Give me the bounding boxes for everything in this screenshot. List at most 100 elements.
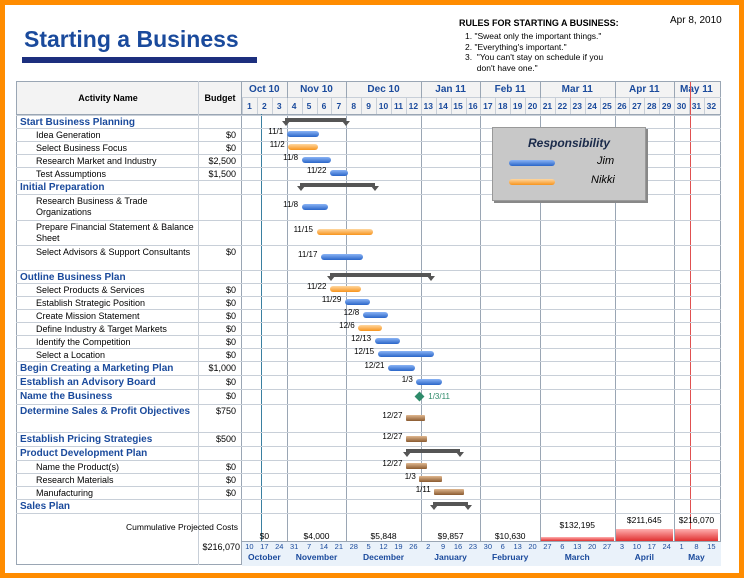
footer-day: 23 xyxy=(468,542,478,551)
task-row xyxy=(16,446,721,461)
task-budget: $0 xyxy=(225,285,236,295)
task-name: Idea Generation xyxy=(36,130,101,140)
week-number: 24 xyxy=(587,101,597,111)
summary-cap xyxy=(464,505,473,510)
footer-day: 31 xyxy=(289,542,299,551)
week-number: 32 xyxy=(706,101,717,111)
month-header: Oct 10 xyxy=(249,84,280,95)
task-budget: $0 xyxy=(225,337,236,347)
footer-day: 21 xyxy=(334,542,343,551)
footer-day: 12 xyxy=(379,542,388,551)
week-number: 5 xyxy=(306,101,312,111)
month-divider xyxy=(540,82,541,565)
start-date-label: 11/17 xyxy=(298,250,318,259)
month-header: Jan 11 xyxy=(435,84,466,95)
task-row xyxy=(16,167,721,181)
summary-cap xyxy=(402,452,411,457)
week-line xyxy=(554,98,556,114)
start-date-label: 11/29 xyxy=(321,295,342,304)
legend-swatch-jim xyxy=(509,160,555,166)
legend-label-jim: Jim xyxy=(597,155,615,167)
week-number: 9 xyxy=(366,101,371,111)
cost-total: $216,070 xyxy=(202,542,240,552)
start-date-label: 11/8 xyxy=(283,200,299,209)
start-date-label: 12/27 xyxy=(382,459,403,468)
week-line xyxy=(376,98,378,114)
section-name: Begin Creating a Marketing Plan xyxy=(20,363,174,374)
task-name: Select Business Focus xyxy=(36,143,128,153)
week-number: 14 xyxy=(438,101,448,111)
cost-row xyxy=(16,513,721,542)
footer-day: 24 xyxy=(662,542,671,551)
footer-day: 13 xyxy=(513,542,522,551)
week-line xyxy=(435,98,437,114)
task-row xyxy=(16,283,721,297)
task-row xyxy=(16,361,721,376)
task-budget: $750 xyxy=(215,406,236,416)
week-line xyxy=(629,98,631,114)
task-budget: $0 xyxy=(225,462,236,472)
task-row xyxy=(16,460,721,474)
section-name: Initial Preparation xyxy=(20,182,105,193)
gantt-bar xyxy=(416,379,442,385)
week-number: 4 xyxy=(291,101,297,111)
budget-header: Budget xyxy=(204,93,236,103)
week-number: 15 xyxy=(453,101,463,111)
month-divider xyxy=(614,82,616,565)
task-budget: $0 xyxy=(225,130,236,140)
task-budget: $0 xyxy=(225,377,236,387)
deadline-line xyxy=(690,82,692,542)
legend-label-nikki: Nikki xyxy=(591,174,615,186)
section-name: Name the Business xyxy=(20,391,113,402)
start-date-label: 12/27 xyxy=(382,432,403,441)
footer-day: 8 xyxy=(694,542,699,551)
week-number: 10 xyxy=(378,101,389,111)
gantt-bar xyxy=(405,415,426,421)
task-row xyxy=(16,245,721,271)
gantt-bar xyxy=(301,204,329,210)
footer-day: 1 xyxy=(679,542,684,551)
section-name: Determine Sales & Profit Objectives xyxy=(20,406,191,417)
week-line xyxy=(599,98,601,114)
week-line xyxy=(659,98,661,114)
task-budget: $0 xyxy=(225,311,236,321)
week-number: 13 xyxy=(423,101,433,111)
gantt-bar xyxy=(320,254,363,260)
task-row xyxy=(16,154,721,168)
summary-cap xyxy=(342,121,351,126)
start-date-label: 11/1 xyxy=(268,127,284,136)
gantt-bar xyxy=(329,170,348,176)
week-number: 8 xyxy=(351,101,357,111)
start-date-label: 11/22 xyxy=(306,166,327,175)
task-row xyxy=(16,404,721,433)
task-row xyxy=(16,322,721,336)
footer-day: 17 xyxy=(647,542,656,551)
month-divider xyxy=(674,82,676,565)
summary-cap xyxy=(326,276,335,281)
task-row xyxy=(16,115,721,129)
week-number: 29 xyxy=(661,101,672,111)
task-budget: $0 xyxy=(225,391,236,401)
footer-month: April xyxy=(634,552,654,562)
week-number: 12 xyxy=(408,101,419,111)
task-row xyxy=(16,194,721,221)
task-budget: $0 xyxy=(225,324,236,334)
week-line xyxy=(301,98,303,114)
footer-day: 16 xyxy=(453,542,463,551)
start-date-label: 1/11 xyxy=(415,485,431,494)
week-line xyxy=(614,98,616,114)
task-row xyxy=(16,309,721,323)
summary-bar xyxy=(329,273,432,277)
gantt-bar xyxy=(362,312,389,318)
cost-value: $132,195 xyxy=(559,520,595,530)
week-line xyxy=(361,98,363,114)
gantt-bar xyxy=(405,463,427,469)
task-name: Name the Product(s) xyxy=(36,462,120,472)
footer-day: 13 xyxy=(573,542,582,551)
week-number: 19 xyxy=(512,101,523,111)
legend-swatch-nikki xyxy=(509,179,555,185)
task-name: Select Advisors & Support Consultants xyxy=(36,247,191,257)
summary-cap xyxy=(370,186,379,191)
hdr-line xyxy=(16,114,721,115)
task-name: Research Market and Industry xyxy=(36,156,157,166)
